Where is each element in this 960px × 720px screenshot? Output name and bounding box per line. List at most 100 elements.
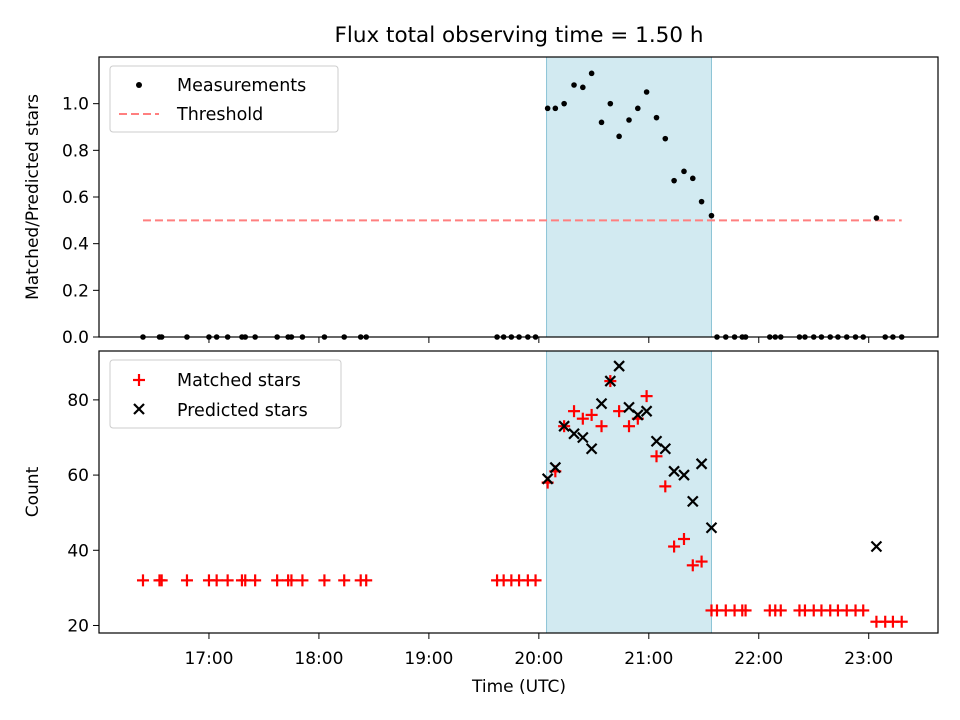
x-tick-label: 22:00: [734, 649, 783, 669]
predicted-star-point: [705, 521, 718, 534]
matched-star-point: [895, 615, 908, 628]
observing-span-top: [546, 56, 712, 338]
threshold-legend-label: Threshold: [176, 105, 263, 125]
x-tick-label: 20:00: [514, 649, 563, 669]
y-tick-label-top: 0.4: [62, 235, 89, 255]
measurement-point: [662, 135, 669, 142]
predicted-star-point: [541, 473, 554, 485]
predicted-star-point: [595, 397, 608, 410]
predicted-stars-series: [541, 360, 883, 553]
measurements-legend-label: Measurements: [177, 76, 306, 96]
measurement-point: [626, 117, 632, 123]
matched-star-point: [613, 405, 626, 418]
observing-span-bottom: [546, 350, 712, 634]
measurement-point: [552, 105, 559, 112]
top-legend-box: [109, 65, 339, 133]
matched-star-point: [180, 574, 193, 587]
predicted-star-point: [687, 495, 699, 508]
matched-star-point: [650, 450, 663, 463]
measurement-point: [544, 105, 551, 112]
predicted-star-point: [604, 375, 617, 387]
predicted-stars-legend-marker: [133, 403, 145, 415]
predicted-star-point: [558, 420, 570, 432]
matched-stars-legend-marker: [133, 374, 145, 386]
y-tick-label-top: 0.2: [62, 281, 89, 301]
matched-star-point: [668, 540, 681, 553]
measurement-point: [698, 198, 705, 205]
top-panel: 0.0 0.2 0.4 0.6 0.8 1.0 Matched/Predicted sta…: [23, 56, 939, 348]
matched-star-point: [659, 480, 672, 493]
chart-title: Flux total observing time = 1.50 h: [335, 23, 704, 48]
measurements-legend-marker: [136, 82, 142, 88]
matched-star-point: [576, 412, 589, 425]
matched-stars-legend-label: Matched stars: [177, 371, 301, 391]
matched-star-point: [640, 390, 653, 403]
top-legend: Measurements Threshold: [109, 65, 339, 133]
measurement-point: [681, 168, 687, 175]
measurement-point: [671, 177, 677, 184]
matched-star-point: [338, 574, 351, 587]
predicted-star-point: [613, 360, 625, 372]
predicted-star-point: [659, 442, 672, 455]
x-tick-label: 21:00: [624, 649, 673, 669]
measurement-point: [607, 100, 614, 107]
measurement-point: [873, 215, 880, 221]
matched-star-point: [568, 405, 581, 418]
x-axis-label: Time (UTC): [471, 677, 566, 697]
matched-star-point: [360, 574, 373, 587]
measurement-point: [571, 82, 577, 88]
measurement-point: [689, 175, 696, 182]
predicted-star-point: [668, 465, 680, 478]
x-tick-label: 18:00: [294, 649, 343, 669]
matched-star-point: [677, 533, 690, 545]
y-tick-label-bot: 40: [67, 541, 89, 561]
matched-star-point: [285, 574, 298, 587]
matched-stars-series: [136, 375, 908, 628]
bottom-y-axis-label: Count: [23, 466, 43, 517]
matched-star-point: [249, 574, 262, 587]
x-tick-label: 19:00: [404, 649, 453, 669]
top-plot-frame: [98, 56, 939, 338]
matched-star-point: [595, 420, 608, 433]
measurement-point: [643, 89, 650, 95]
matched-star-point: [318, 574, 331, 587]
y-tick-label-bot: 20: [67, 616, 89, 636]
x-tick-label: 23:00: [844, 649, 893, 669]
measurement-point: [635, 105, 641, 112]
measurement-point: [708, 212, 715, 219]
y-tick-label-top: 0.0: [62, 328, 89, 348]
matched-star-point: [296, 574, 309, 587]
measurement-point: [653, 114, 660, 121]
y-tick-label-bot: 80: [67, 391, 89, 411]
predicted-star-point: [585, 442, 598, 455]
predicted-stars-legend-label: Predicted stars: [177, 401, 308, 421]
bottom-plot-frame: [98, 350, 939, 634]
predicted-star-point: [632, 409, 644, 421]
predicted-star-point: [640, 405, 653, 417]
matched-star-point: [686, 559, 699, 572]
measurement-point: [598, 119, 605, 126]
matched-star-point: [221, 574, 234, 587]
matched-star-point: [585, 408, 598, 421]
predicted-star-point: [568, 427, 580, 440]
matched-star-point: [271, 574, 284, 587]
predicted-star-point: [577, 431, 589, 444]
matched-star-point: [529, 574, 542, 587]
predicted-star-point: [695, 458, 708, 470]
bottom-legend: Matched stars Predicted stars: [109, 359, 342, 429]
top-y-axis-label: Matched/Predicted stars: [23, 94, 43, 300]
predicted-star-point: [678, 469, 690, 481]
matched-star-point: [623, 420, 636, 433]
y-tick-label-top: 1.0: [62, 95, 89, 115]
bottom-panel: 20 40 60 80 Count Matched stars Predicted s…: [23, 350, 939, 639]
y-tick-label-bot: 60: [67, 466, 89, 486]
y-tick-label-top: 0.8: [62, 141, 89, 161]
matched-star-point: [136, 574, 149, 587]
matched-star-point: [739, 604, 752, 617]
matched-star-point: [857, 604, 870, 617]
x-tick-label: 17:00: [184, 649, 233, 669]
bottom-legend-box: [109, 359, 342, 429]
y-tick-label-top: 0.6: [62, 188, 89, 208]
matched-star-point: [695, 555, 708, 568]
